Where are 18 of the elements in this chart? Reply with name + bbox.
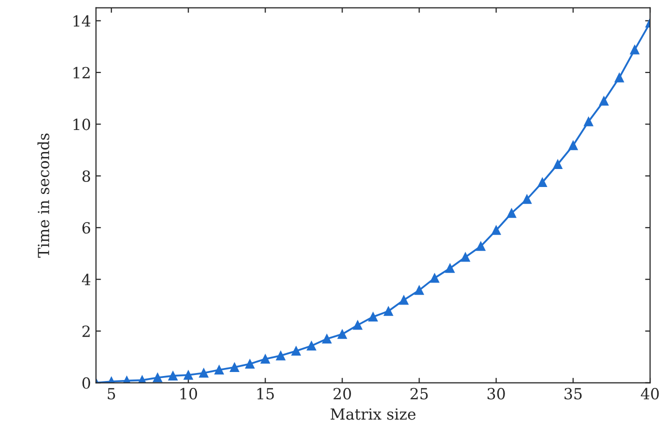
y-tick-label: 14	[74, 15, 90, 27]
y-tick-label: 2	[82, 326, 90, 337]
y-axis-title: Time in seconds	[37, 134, 50, 258]
y-tick-label: 8	[82, 170, 90, 182]
y-tick-label: 12	[74, 66, 90, 78]
x-tick-label: 15	[257, 388, 274, 400]
x-tick-label: 35	[564, 388, 582, 400]
x-tick-label: 5	[108, 388, 116, 400]
y-tick-label: 6	[82, 222, 90, 234]
x-tick-label: 20	[334, 388, 351, 400]
y-tick-label: 4	[82, 274, 90, 286]
x-tick-label: 40	[640, 388, 659, 400]
y-tick-label: 10	[74, 118, 90, 130]
y-tick-label: 0	[82, 377, 90, 389]
x-tick-label: 25	[410, 388, 428, 400]
x-tick-label: 30	[488, 388, 505, 400]
x-axis-title: Matrix size	[330, 408, 416, 420]
x-tick-label: 10	[180, 388, 198, 400]
